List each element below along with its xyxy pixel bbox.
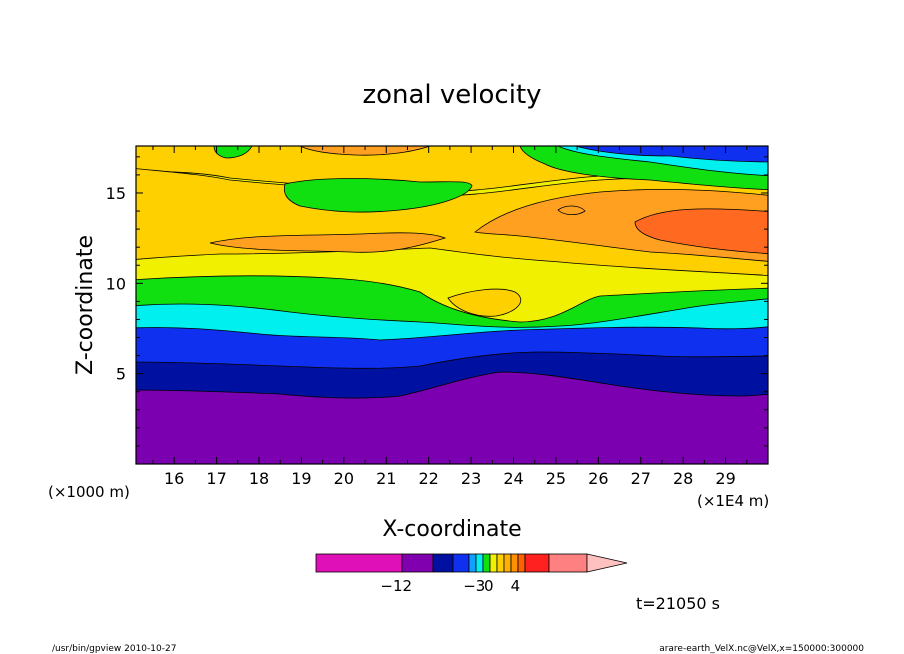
colorbar-arrow <box>586 553 628 573</box>
colorbar-segment <box>432 553 454 573</box>
colorbar-segment <box>548 553 588 573</box>
band-lightorange-blob <box>447 288 522 317</box>
band-orange-left <box>209 232 447 253</box>
colorbar <box>315 553 628 573</box>
x-unit-left: (×1000 m) <box>48 483 130 501</box>
x-tick-label: 24 <box>503 469 523 488</box>
time-label: t=21050 s <box>636 594 720 613</box>
colorbar-segment <box>489 553 498 573</box>
plot-frame <box>135 145 769 465</box>
x-tick-label: 25 <box>546 469 566 488</box>
colorbar-segment <box>510 553 519 573</box>
band-red-right <box>634 208 768 254</box>
band-violet <box>136 371 768 464</box>
x-tick-label: 23 <box>461 469 481 488</box>
y-axis-label: Z-coordinate <box>73 235 98 375</box>
colorbar-segment <box>496 553 505 573</box>
colorbar-segment <box>482 553 491 573</box>
y-tick-label: 15 <box>106 184 126 203</box>
x-tick-label: 22 <box>418 469 438 488</box>
colorbar-label: 0 <box>484 577 494 595</box>
x-tick-label: 29 <box>715 469 735 488</box>
colorbar-segment <box>401 553 434 573</box>
band-orange-top <box>299 146 431 156</box>
colorbar-segment <box>475 553 484 573</box>
colorbar-segment <box>468 553 477 573</box>
x-tick-label: 20 <box>334 469 354 488</box>
x-tick-label: 19 <box>291 469 311 488</box>
colorbar-segment <box>452 553 470 573</box>
y-tick-label: 10 <box>106 274 126 293</box>
band-blue-topright <box>574 146 768 163</box>
x-tick-label: 18 <box>249 469 269 488</box>
colorbar-segment <box>524 553 550 573</box>
colorbar-segment <box>315 553 403 573</box>
x-axis: 16 17 18 19 20 21 22 23 24 25 26 27 28 29 <box>152 146 748 488</box>
band-green-topleft <box>213 146 253 159</box>
x-tick-label: 27 <box>631 469 651 488</box>
footer-right: arare-earth_VelX.nc@VelX,x=150000:300000 <box>659 644 864 654</box>
band-green-upper <box>283 178 473 213</box>
y-tick-label: 5 <box>116 365 126 384</box>
x-tick-label: 16 <box>164 469 184 488</box>
colorbar-segment <box>517 553 526 573</box>
colorbar-labels: −12 −30 4 <box>380 577 520 595</box>
x-tick-label: 26 <box>588 469 608 488</box>
colorbar-label: 4 <box>511 577 521 595</box>
x-tick-label: 17 <box>206 469 226 488</box>
colorbar-label: −12 <box>380 577 412 595</box>
footer-left: /usr/bin/gpview 2010-10-27 <box>52 644 176 654</box>
x-axis-label: X-coordinate <box>382 517 521 542</box>
x-tick-label: 21 <box>376 469 396 488</box>
y-axis: 5 10 15 <box>106 156 768 447</box>
colorbar-segment <box>503 553 512 573</box>
x-unit-right: (×1E4 m) <box>697 492 769 510</box>
chart-title: zonal velocity <box>362 80 541 110</box>
band-orange-spot <box>557 205 586 216</box>
colorbar-label: −3 <box>463 577 485 595</box>
plot-area <box>136 146 768 464</box>
x-tick-label: 28 <box>673 469 693 488</box>
